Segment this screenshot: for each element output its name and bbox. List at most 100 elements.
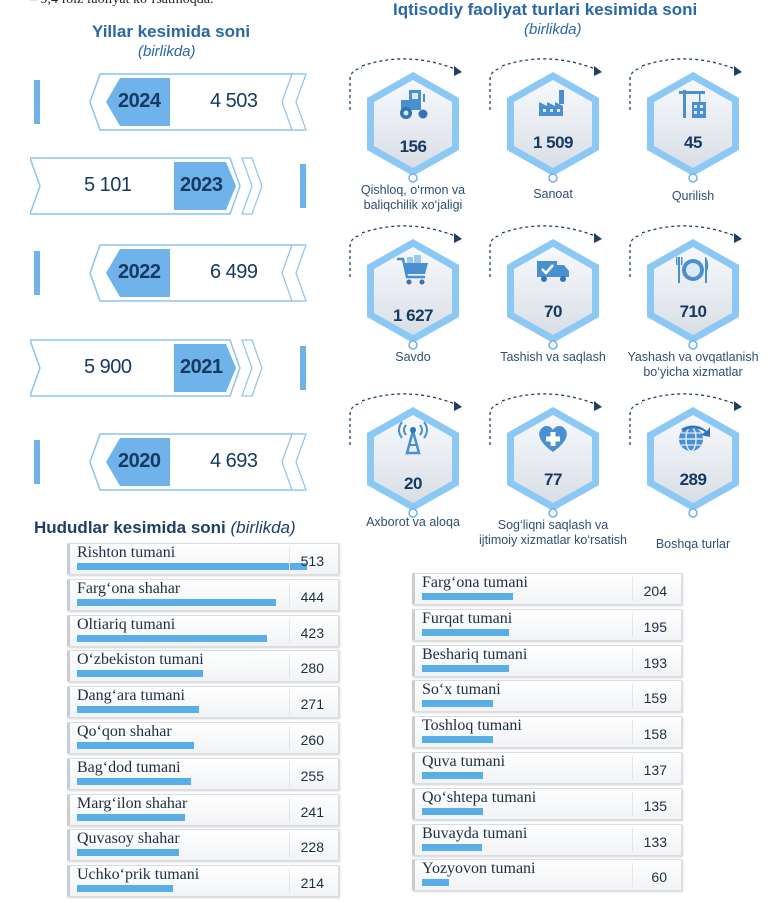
activity-item: 1 509 — [488, 58, 618, 188]
year-value: 6 499 — [210, 261, 258, 283]
region-value: 60 — [651, 869, 667, 886]
years-title: Yillar kesimida soni — [92, 22, 251, 41]
year-value: 5 900 — [84, 356, 132, 378]
region-separator — [289, 833, 290, 858]
region-name: Yozyovon tumani — [422, 860, 536, 878]
region-bar — [77, 598, 276, 606]
activity-label: Tashish va saqlash — [500, 350, 606, 364]
activity-label: Sog‘liqni saqlash va ijtimoiy xizmatlar … — [479, 518, 627, 547]
region-bar — [422, 736, 493, 744]
activity-item: 289 — [628, 393, 758, 523]
region-value: 271 — [300, 696, 324, 713]
year-label: 2020 — [118, 450, 161, 472]
region-name: Beshariq tumani — [422, 645, 528, 663]
region-value: 137 — [643, 762, 667, 778]
region-bar — [77, 813, 185, 821]
region-bar — [422, 807, 483, 815]
year-value: 5 101 — [84, 174, 132, 196]
activities-subtitle: (birlikda) — [524, 21, 582, 38]
activity-hexagon — [489, 58, 602, 183]
region-name: Rishton tumani — [77, 544, 176, 561]
activity-value: 1 627 — [392, 306, 434, 325]
region-separator — [289, 618, 290, 643]
region-separator — [632, 756, 633, 780]
region-name: Buvayda tumani — [422, 824, 528, 842]
region-bar — [77, 849, 179, 857]
region-row: Furqat tumani 195 — [412, 608, 682, 641]
region-row: Qo‘shtepa tumani 135 — [412, 787, 682, 820]
region-separator — [289, 547, 290, 571]
region-row: O‘zbekiston tumani 280 — [67, 650, 339, 683]
year-ribbon — [30, 157, 263, 215]
region-value: 228 — [300, 839, 324, 856]
activity-value: 710 — [679, 302, 707, 321]
region-row: So‘x tumani 159 — [412, 680, 682, 713]
activity-item: 710 — [628, 225, 758, 355]
region-value: 133 — [643, 833, 667, 850]
activity-value: 289 — [679, 470, 707, 489]
region-separator — [632, 827, 633, 852]
region-value: 159 — [643, 690, 667, 707]
region-separator — [632, 684, 633, 709]
region-row: Beshariq tumani 193 — [412, 644, 682, 677]
region-name: Qo‘qon shahar — [77, 723, 172, 740]
year-accent-bar — [300, 164, 306, 208]
activity-hexagon — [629, 393, 742, 518]
activity-item: 45 — [628, 58, 758, 188]
year-value: 4 503 — [210, 90, 258, 112]
region-bar — [422, 700, 493, 708]
activity-item: 20 — [348, 393, 478, 523]
region-separator — [632, 791, 633, 816]
activity-label: Yashash va ovqatlanish bo‘yicha xizmatla… — [627, 350, 759, 379]
region-name: Bag‘dod tumani — [77, 758, 181, 776]
activity-hexagon — [629, 225, 742, 350]
activity-hexagon — [489, 225, 602, 350]
activity-label: Sanoat — [533, 187, 573, 201]
region-separator — [289, 869, 290, 894]
region-row: Farg‘ona shahar 444 — [67, 578, 339, 611]
year-label: 2023 — [180, 174, 223, 196]
year-label: 2024 — [118, 90, 161, 112]
year-label: 2022 — [118, 261, 161, 283]
region-row: Dang‘ara tumani 271 — [67, 686, 339, 719]
region-value: 241 — [300, 803, 324, 820]
year-value: 4 693 — [210, 450, 258, 472]
activity-label: Qurilish — [671, 189, 715, 203]
region-name: Qo‘shtepa tumani — [422, 788, 537, 806]
region-row: Uchko‘prik tumani 214 — [67, 865, 339, 898]
region-row: Buvayda tumani 133 — [412, 823, 682, 856]
activity-hexagon — [349, 393, 462, 518]
year-row: 2020 4 693 — [30, 432, 320, 492]
region-name: Farg‘ona shahar — [77, 579, 181, 597]
region-value: 204 — [643, 583, 667, 599]
region-separator — [289, 797, 290, 822]
regions-subtitle: (birlikda) — [230, 518, 296, 537]
year-row: 2024 4 503 — [30, 72, 320, 132]
region-value: 193 — [643, 654, 667, 671]
region-bar — [77, 634, 267, 642]
region-separator — [632, 720, 633, 745]
activity-item: 77 — [488, 393, 618, 523]
region-bar — [77, 706, 199, 714]
region-separator — [632, 577, 633, 601]
region-row: Quva tumani 137 — [412, 752, 682, 784]
region-separator — [289, 690, 290, 715]
region-separator — [289, 726, 290, 750]
region-row: Rishton tumani 513 — [67, 543, 339, 575]
region-value: 158 — [643, 726, 667, 743]
activities-title: Iqtisodiy faoliyat turlari kesimida soni — [393, 0, 698, 19]
region-value: 195 — [643, 618, 667, 635]
year-ribbon — [30, 339, 263, 397]
region-separator — [632, 612, 633, 637]
region-separator — [289, 761, 290, 786]
year-ribbon — [89, 244, 307, 302]
region-bar — [422, 772, 483, 779]
activity-value: 70 — [544, 302, 562, 321]
region-row: Quvasoy shahar 228 — [67, 829, 339, 862]
year-accent-bar — [300, 346, 306, 390]
region-name: Marg‘ilon shahar — [77, 794, 188, 812]
region-name: Dang‘ara tumani — [77, 687, 185, 705]
region-bar — [422, 879, 449, 887]
activity-item: 70 — [488, 225, 618, 355]
region-row: Toshloq tumani 158 — [412, 716, 682, 749]
